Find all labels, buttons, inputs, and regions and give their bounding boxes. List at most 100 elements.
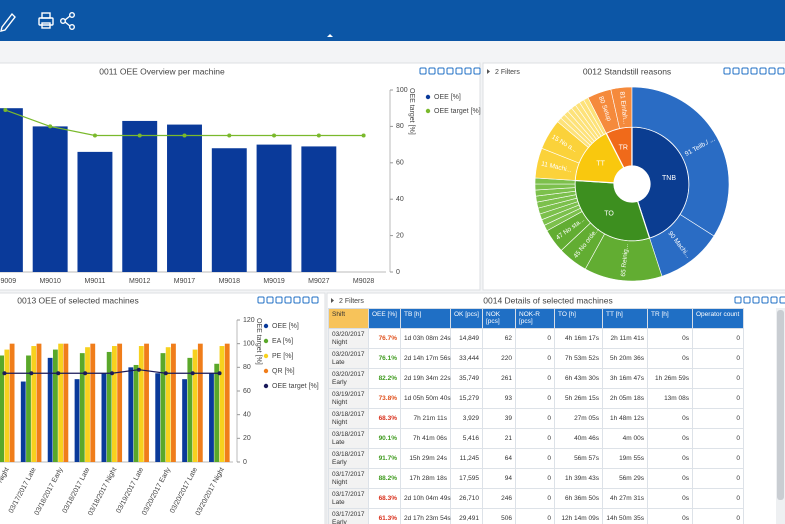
tool-icon[interactable] bbox=[464, 67, 472, 75]
bar bbox=[31, 346, 37, 462]
bar bbox=[52, 349, 58, 462]
table-cell: 64 bbox=[482, 448, 516, 469]
table-cell: 0 bbox=[692, 448, 744, 469]
column-header[interactable]: OK [pcs] bbox=[450, 308, 483, 329]
table-cell: 03/17/2017 Night bbox=[328, 468, 369, 489]
filter-caret[interactable] bbox=[487, 69, 490, 74]
table-row: 03/17/2017 Night 88.2% 17h 28m 18s 17,595 94… bbox=[328, 468, 744, 489]
line-point bbox=[136, 367, 141, 372]
tool-icon[interactable] bbox=[284, 296, 292, 304]
table-cell: 35,749 bbox=[450, 368, 483, 389]
tool-icon[interactable] bbox=[266, 296, 274, 304]
tool-icon[interactable] bbox=[257, 296, 265, 304]
table-cell: 62 bbox=[482, 328, 516, 349]
table-cell: 0 bbox=[692, 428, 744, 449]
table-cell: 14,849 bbox=[450, 328, 483, 349]
column-header[interactable]: TB [h] bbox=[400, 308, 451, 329]
bar bbox=[101, 373, 107, 462]
table-cell: 03/18/2017 Late bbox=[328, 428, 369, 449]
column-header[interactable]: TR [h] bbox=[647, 308, 693, 329]
table-cell: 3h 16m 47s bbox=[602, 368, 648, 389]
column-header[interactable]: Shift bbox=[328, 308, 369, 329]
x-tick-label: M9009 bbox=[0, 278, 16, 285]
table-cell: 1d 03h 08m 24s bbox=[400, 328, 451, 349]
column-header[interactable]: NOK [pcs] bbox=[482, 308, 516, 329]
table-cell: 17,595 bbox=[450, 468, 483, 489]
table-cell: 4h 27m 31s bbox=[602, 488, 648, 509]
tool-icon[interactable] bbox=[723, 67, 731, 75]
column-header[interactable]: TO [h] bbox=[554, 308, 603, 329]
table-cell: 0s bbox=[647, 428, 693, 449]
line-point bbox=[48, 124, 53, 129]
scrollbar-thumb[interactable] bbox=[777, 310, 784, 500]
tool-icon[interactable] bbox=[770, 296, 778, 304]
table-cell: 33,444 bbox=[450, 348, 483, 369]
table-cell: 0 bbox=[692, 388, 744, 409]
table-cell: 88.2% bbox=[368, 468, 401, 489]
table-cell: 17h 28m 18s bbox=[400, 468, 451, 489]
table-cell: 03/17/2017 Early bbox=[328, 508, 369, 524]
y-tick-label: 0 bbox=[396, 269, 400, 276]
tool-icon[interactable] bbox=[761, 296, 769, 304]
tool-icon[interactable] bbox=[743, 296, 751, 304]
table-cell: 1h 39m 43s bbox=[554, 468, 603, 489]
tool-icon[interactable] bbox=[759, 67, 767, 75]
bar bbox=[224, 343, 230, 462]
table-cell: 0 bbox=[692, 348, 744, 369]
edit-icon[interactable] bbox=[0, 12, 16, 32]
table-cell: 1h 26m 59s bbox=[647, 368, 693, 389]
details-table: Shift OEE [%] TB [h] OK [pcs] NOK [pcs] NOK-R… bbox=[328, 308, 744, 524]
tool-icon[interactable] bbox=[311, 296, 319, 304]
table-cell: 0s bbox=[647, 448, 693, 469]
collapse-caret[interactable] bbox=[327, 34, 333, 37]
tool-icon[interactable] bbox=[779, 296, 785, 304]
tool-icon[interactable] bbox=[419, 67, 427, 75]
tool-icon[interactable] bbox=[455, 67, 463, 75]
sunburst-slice bbox=[583, 97, 607, 135]
column-header[interactable]: Operator count bbox=[692, 308, 744, 329]
table-cell: 26,710 bbox=[450, 488, 483, 509]
tool-icon[interactable] bbox=[428, 67, 436, 75]
share-icon[interactable] bbox=[60, 18, 67, 25]
tool-icon[interactable] bbox=[437, 67, 445, 75]
panel-title: 0011 OEE Overview per machine bbox=[99, 66, 225, 76]
table-cell: 82.2% bbox=[368, 368, 401, 389]
table-cell: 14h 50m 35s bbox=[602, 508, 648, 524]
filter-label[interactable]: 2 Filters bbox=[495, 69, 520, 76]
table-row: 03/18/2017 Late 90.1% 7h 41m 06s 5,416 21 0 40… bbox=[328, 428, 744, 449]
table-cell: 6h 43m 30s bbox=[554, 368, 603, 389]
tool-icon[interactable] bbox=[777, 67, 785, 75]
table-cell: 0 bbox=[692, 508, 744, 524]
bar bbox=[85, 347, 90, 462]
tool-icon[interactable] bbox=[768, 67, 776, 75]
bar bbox=[36, 343, 42, 462]
column-header[interactable]: NOK-R [pcs] bbox=[515, 308, 555, 329]
tool-icon[interactable] bbox=[446, 67, 454, 75]
filter-label[interactable]: 2 Filters bbox=[339, 298, 364, 305]
bar bbox=[9, 343, 15, 462]
table-cell: 03/17/2017 Late bbox=[328, 488, 369, 509]
table-row: 03/17/2017 Early 61.3% 2d 17h 23m 54s 29,49… bbox=[328, 508, 744, 524]
column-header[interactable]: TT [h] bbox=[602, 308, 648, 329]
y-tick-label: 20 bbox=[243, 435, 251, 442]
line-point bbox=[29, 371, 34, 376]
tool-icon[interactable] bbox=[293, 296, 301, 304]
x-tick-label: M9019 bbox=[263, 278, 285, 285]
table-cell: 0 bbox=[515, 448, 555, 469]
column-header[interactable]: OEE [%] bbox=[368, 308, 401, 329]
y-tick-label: 100 bbox=[396, 87, 408, 94]
tool-icon[interactable] bbox=[750, 67, 758, 75]
tool-icon[interactable] bbox=[734, 296, 742, 304]
tool-icon[interactable] bbox=[752, 296, 760, 304]
filter-caret[interactable] bbox=[331, 298, 334, 303]
table-cell: 0 bbox=[692, 368, 744, 389]
bar bbox=[192, 349, 198, 462]
tool-icon[interactable] bbox=[473, 67, 481, 75]
line-point bbox=[272, 133, 277, 138]
tool-icon[interactable] bbox=[302, 296, 310, 304]
tool-icon[interactable] bbox=[732, 67, 740, 75]
sunburst-label: TNB bbox=[662, 175, 676, 182]
tool-icon[interactable] bbox=[741, 67, 749, 75]
tool-icon[interactable] bbox=[275, 296, 283, 304]
table-cell: 0 bbox=[692, 488, 744, 509]
